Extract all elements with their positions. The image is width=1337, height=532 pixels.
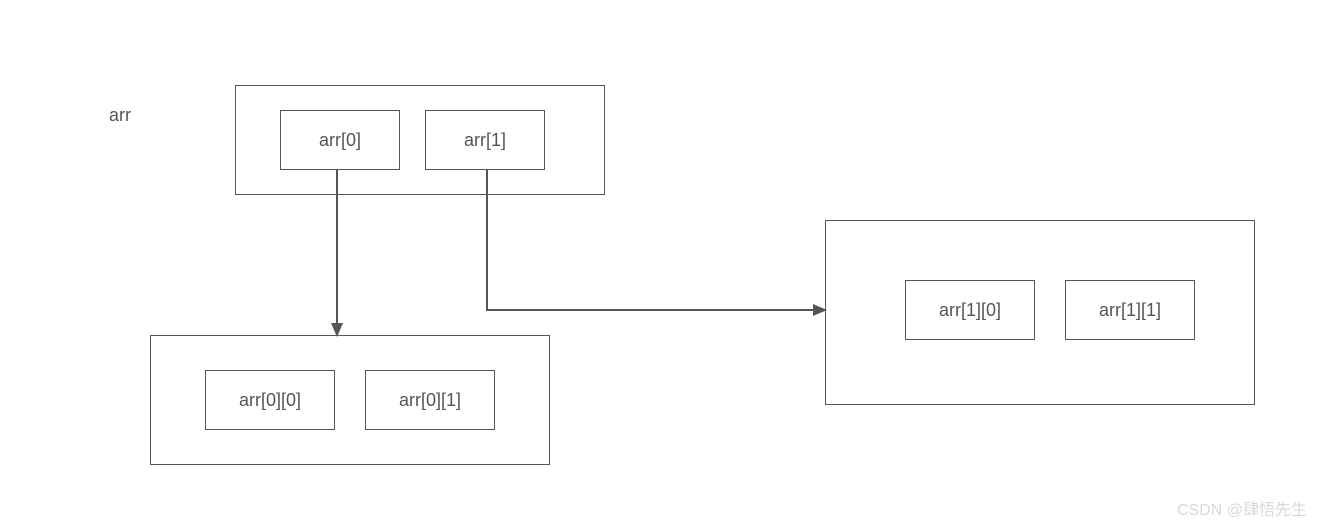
cell-text: arr[1][0] [939, 300, 1001, 321]
cell-text: arr[1] [464, 130, 506, 151]
cell-text: arr[1][1] [1099, 300, 1161, 321]
cell-arr-0: arr[0] [280, 110, 400, 170]
cell-arr-1: arr[1] [425, 110, 545, 170]
cell-arr-0-0: arr[0][0] [205, 370, 335, 430]
watermark: CSDN @肆悟先生 [1177, 496, 1307, 520]
cell-text: arr[0][1] [399, 390, 461, 411]
cell-arr-1-0: arr[1][0] [905, 280, 1035, 340]
cell-arr-1-1: arr[1][1] [1065, 280, 1195, 340]
cell-text: arr[0][0] [239, 390, 301, 411]
cell-arr-0-1: arr[0][1] [365, 370, 495, 430]
cell-text: arr[0] [319, 130, 361, 151]
label-arr: arr [109, 105, 131, 126]
